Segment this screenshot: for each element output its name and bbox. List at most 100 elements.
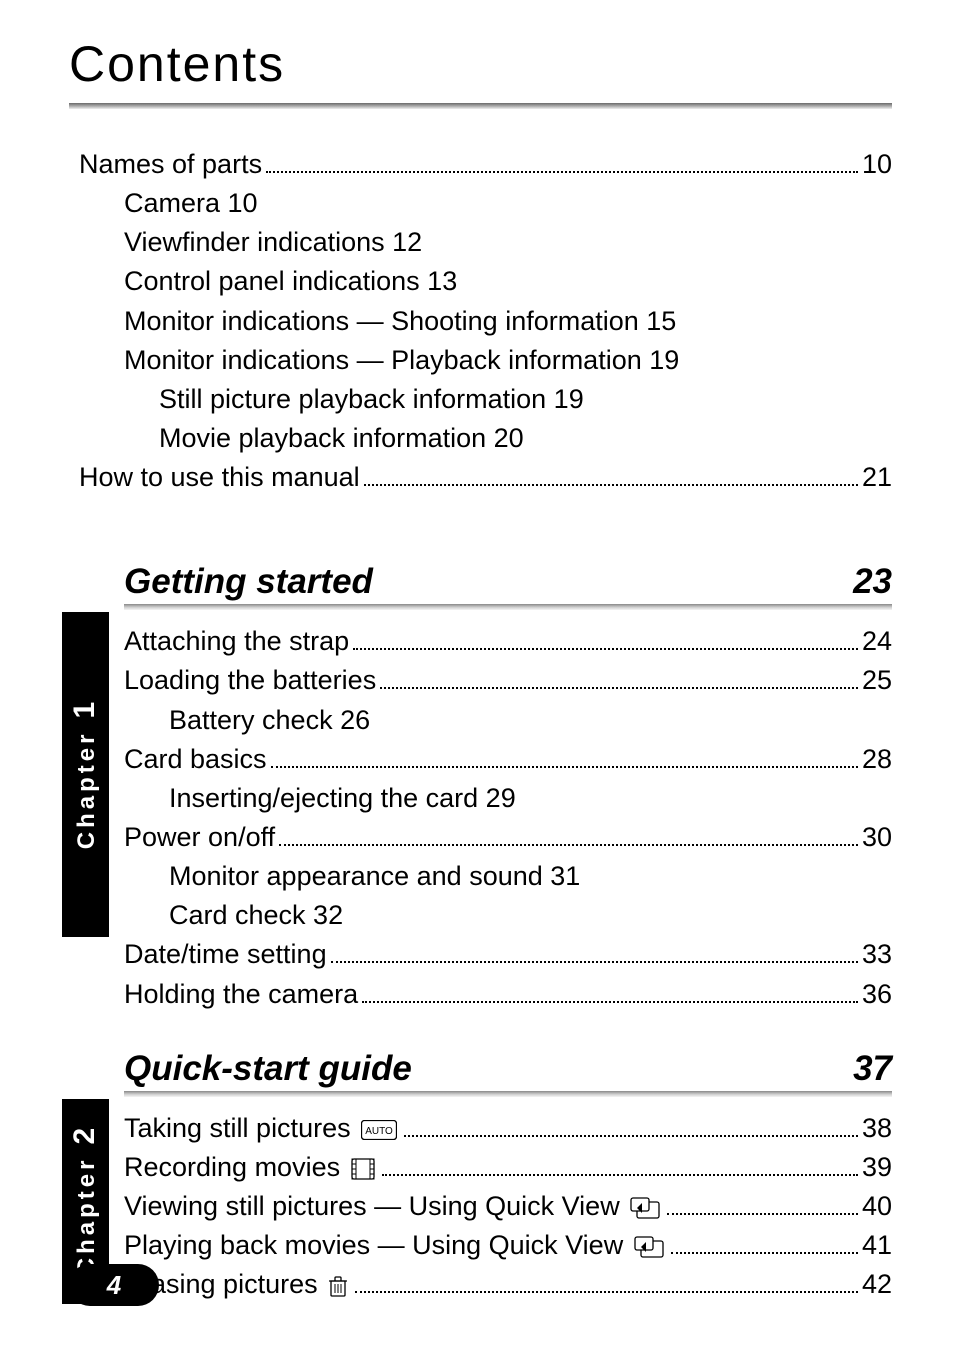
toc-text: Power on/off [124, 818, 275, 857]
chapter-block-1: Chapter 1 Getting started 23 Attaching th… [69, 562, 892, 1013]
toc-entry: Holding the camera 36 [124, 975, 892, 1014]
quickview-icon [630, 1197, 660, 1219]
toc-text: Loading the batteries [124, 661, 376, 700]
auto-icon: AUTO [361, 1120, 397, 1140]
toc-entry: Names of parts 10 [79, 145, 892, 184]
toc-page: 33 [862, 935, 892, 974]
toc-dots [355, 1291, 858, 1293]
toc-text: Attaching the strap [124, 622, 349, 661]
toc-page: 38 [862, 1109, 892, 1148]
toc-dots [404, 1135, 858, 1137]
chapter-page: 37 [853, 1049, 892, 1089]
toc-entry: Viewing still pictures — Using Quick Vie… [124, 1187, 892, 1226]
toc-text: Monitor appearance and sound 31 [169, 861, 580, 891]
chapter-header: Quick-start guide 37 [124, 1049, 892, 1089]
toc-dots [271, 766, 858, 768]
toc-entry: Erasing pictures 42 [124, 1265, 892, 1304]
toc-entry: Still picture playback information 19 [79, 380, 892, 419]
toc-text: How to use this manual [79, 458, 360, 497]
svg-text:AUTO: AUTO [365, 1126, 393, 1137]
toc-dots [279, 844, 858, 846]
chapter-page: 23 [853, 562, 892, 602]
toc-page: 21 [862, 458, 892, 497]
toc-text: Monitor indications — Playback informati… [124, 345, 679, 375]
toc-dots [364, 484, 858, 486]
chapter-underline [124, 1091, 892, 1097]
chapter-underline [124, 604, 892, 610]
toc-page: 42 [862, 1265, 892, 1304]
toc-dots [353, 648, 858, 650]
toc-entry: Attaching the strap 24 [124, 622, 892, 661]
chapter-block-2: Chapter 2 Quick-start guide 37 Taking sti… [69, 1049, 892, 1305]
quickview-icon [634, 1236, 664, 1258]
toc-text: Card check 32 [169, 900, 343, 930]
chapter-tab-text: Chapter 1 [69, 701, 103, 849]
toc-text: Date/time setting [124, 935, 327, 974]
chapter-tab-text: Chapter 2 [69, 1127, 103, 1275]
title-underline [69, 103, 892, 109]
toc-text: Battery check 26 [169, 705, 370, 735]
chapter-tab-label: Chapter [74, 730, 101, 849]
toc-dots [331, 961, 858, 963]
toc-page: 30 [862, 818, 892, 857]
toc-entry: Monitor indications — Shooting informati… [79, 302, 892, 341]
chapter-content: Getting started 23 Attaching the strap 24… [69, 562, 892, 1013]
toc-page: 36 [862, 975, 892, 1014]
toc-entry: How to use this manual 21 [79, 458, 892, 497]
toc-dots [362, 1001, 858, 1003]
toc-entry: Camera 10 [79, 184, 892, 223]
toc-entry: Loading the batteries 25 [124, 661, 892, 700]
page-number: 4 [107, 1270, 121, 1301]
toc-entry: Inserting/ejecting the card 29 [124, 779, 892, 818]
toc-text: Holding the camera [124, 975, 358, 1014]
toc-dots [671, 1252, 858, 1254]
toc-page: 28 [862, 740, 892, 779]
movie-icon [351, 1158, 375, 1180]
toc-text: Card basics [124, 740, 267, 779]
page-number-badge: 4 [69, 1264, 159, 1306]
chapter-header: Getting started 23 [124, 562, 892, 602]
toc-entry: Monitor indications — Playback informati… [79, 341, 892, 380]
chapter-entries: Attaching the strap 24 Loading the batter… [124, 622, 892, 1013]
chapter-tab-label: Chapter [74, 1157, 101, 1276]
chapter-tab-num: 2 [69, 1127, 102, 1145]
toc-text: Playing back movies — Using Quick View [124, 1226, 667, 1265]
toc-entry: Taking still pictures AUTO 38 [124, 1109, 892, 1148]
toc-text: Monitor indications — Shooting informati… [124, 306, 676, 336]
chapter-tab-num: 1 [69, 701, 102, 719]
toc-text: Inserting/ejecting the card 29 [169, 783, 516, 813]
toc-entry: Date/time setting 33 [124, 935, 892, 974]
toc-page: 39 [862, 1148, 892, 1187]
toc-text: Taking still pictures AUTO [124, 1109, 400, 1148]
toc-page: 41 [862, 1226, 892, 1265]
toc-dots [266, 171, 858, 173]
chapter-title: Quick-start guide [124, 1049, 412, 1089]
top-toc-section: Names of parts 10 Camera 10 Viewfinder i… [69, 145, 892, 497]
toc-entry: Card basics 28 [124, 740, 892, 779]
chapter-tab: Chapter 1 [62, 612, 109, 937]
toc-page: 40 [862, 1187, 892, 1226]
toc-text: Still picture playback information 19 [159, 384, 584, 414]
toc-entry: Control panel indications 13 [79, 262, 892, 301]
toc-page: 24 [862, 622, 892, 661]
toc-page: 10 [862, 145, 892, 184]
toc-entry: Power on/off 30 [124, 818, 892, 857]
toc-text: Viewing still pictures — Using Quick Vie… [124, 1187, 663, 1226]
toc-dots [382, 1174, 858, 1176]
toc-text: Control panel indications 13 [124, 266, 457, 296]
toc-entry: Battery check 26 [124, 701, 892, 740]
toc-page: 25 [862, 661, 892, 700]
erase-icon [328, 1275, 348, 1297]
toc-entry: Recording movies 39 [124, 1148, 892, 1187]
chapter-title: Getting started [124, 562, 373, 602]
toc-entry: Movie playback information 20 [79, 419, 892, 458]
toc-text: Movie playback information 20 [159, 423, 524, 453]
toc-entry: Monitor appearance and sound 31 [124, 857, 892, 896]
toc-dots [380, 687, 858, 689]
toc-entry: Playing back movies — Using Quick View 4… [124, 1226, 892, 1265]
chapter-entries: Taking still pictures AUTO 38 Recording … [124, 1109, 892, 1305]
chapter-content: Quick-start guide 37 Taking still pictur… [69, 1049, 892, 1305]
page-title: Contents [69, 35, 892, 93]
toc-text: Camera 10 [124, 188, 258, 218]
toc-dots [667, 1213, 858, 1215]
